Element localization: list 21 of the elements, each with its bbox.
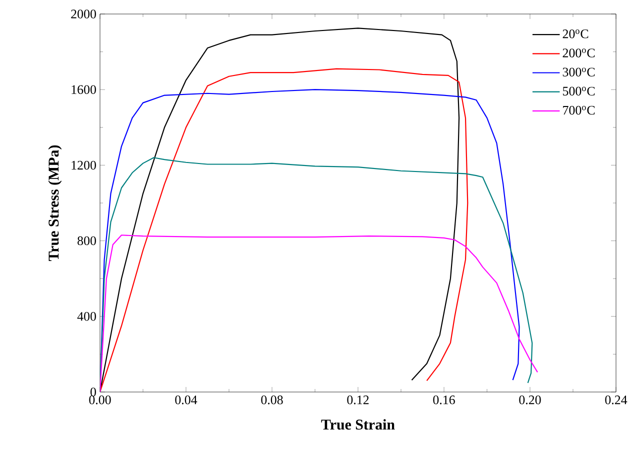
legend-label: 700$^{o}$C <box>563 106 595 115</box>
x-tick-label: 0.00 <box>89 396 111 404</box>
legend-label: 300$^{o}$C <box>562 68 595 76</box>
line-series <box>100 234 538 392</box>
y-axis-title: True Stress (MPa) <box>48 145 62 262</box>
legend-label: 500$^{o}$C <box>562 86 595 96</box>
x-tick-label: 0.24 <box>605 396 628 404</box>
y-tick-label: 1600 <box>72 85 96 94</box>
y-tick-label: 1200 <box>72 160 96 170</box>
y-tick-label: 800 <box>78 236 96 246</box>
x-tick-label: 0.08 <box>261 396 283 404</box>
x-tick-label: 0.04 <box>175 396 198 404</box>
y-tick-label: 0 <box>90 388 96 396</box>
x-tick-label: 0.12 <box>347 396 369 404</box>
legend-label: 20$^{o}$C <box>562 30 588 38</box>
y-tick-label: 400 <box>77 312 96 321</box>
x-tick-label: 0.20 <box>519 396 541 404</box>
x-axis-title: True Strain <box>321 419 395 430</box>
x-tick-label: 0.16 <box>433 396 455 404</box>
y-tick-label: 2000 <box>71 10 96 18</box>
legend-label: 200$^{o}$C <box>562 48 595 58</box>
